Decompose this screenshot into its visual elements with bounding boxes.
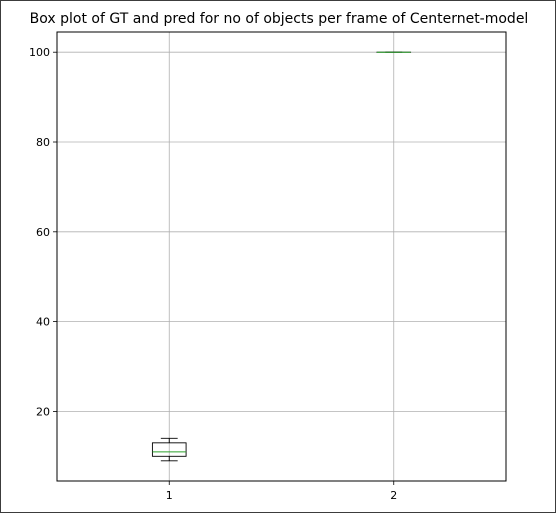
chart-title: Box plot of GT and pred for no of object…	[30, 11, 529, 27]
y-tick-label: 40	[36, 316, 50, 329]
y-tick-label: 20	[36, 405, 50, 418]
plot-area	[57, 32, 506, 481]
y-tick-label: 100	[29, 46, 50, 59]
x-tick-label: 1	[166, 489, 173, 502]
y-tick-label: 60	[36, 226, 50, 239]
y-tick-label: 80	[36, 136, 50, 149]
x-tick-label: 2	[390, 489, 397, 502]
